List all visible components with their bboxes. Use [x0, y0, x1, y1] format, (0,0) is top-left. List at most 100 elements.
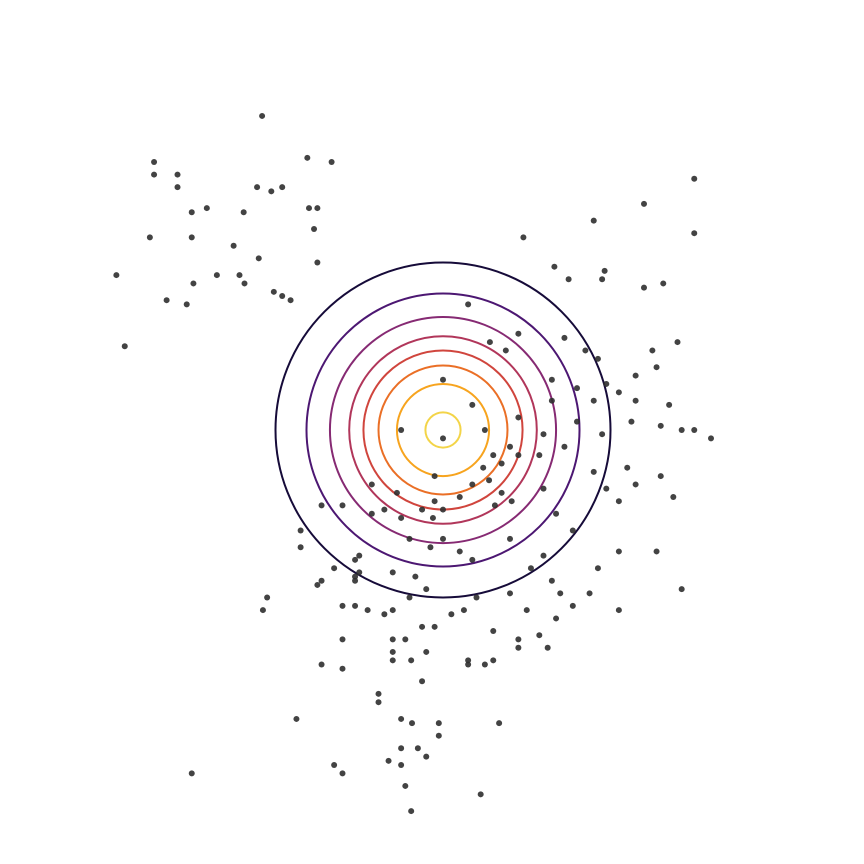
- scatter-point: [435, 732, 442, 739]
- scatter-point: [188, 209, 195, 216]
- scatter-point: [188, 770, 195, 777]
- scatter-point: [398, 427, 405, 433]
- scatter-point: [412, 573, 419, 580]
- scatter-point: [190, 280, 197, 287]
- scatter-point: [561, 334, 568, 341]
- scatter-point: [456, 494, 463, 500]
- scatter-point: [574, 385, 580, 392]
- contour-level-2: [395, 382, 491, 478]
- scatter-point: [486, 339, 493, 346]
- contour-level-7: [305, 292, 581, 568]
- scatter-point: [473, 594, 480, 601]
- scatter-point: [641, 284, 647, 291]
- scatter-point: [465, 301, 472, 308]
- scatter-point: [311, 226, 318, 232]
- scatter-point: [375, 690, 382, 697]
- scatter-point: [259, 112, 266, 119]
- scatter-point: [565, 276, 572, 283]
- scatter-point: [213, 272, 220, 279]
- scatter-point: [402, 636, 409, 643]
- scatter-point: [339, 602, 346, 609]
- contour-level-3: [377, 364, 509, 496]
- scatter-point: [423, 648, 430, 655]
- scatter-point: [491, 502, 498, 509]
- scatter-point: [352, 556, 359, 563]
- scatter-point: [389, 569, 396, 576]
- scatter-point: [230, 242, 237, 249]
- scatter-point: [297, 527, 304, 534]
- scatter-point: [393, 489, 400, 496]
- scatter-point: [481, 661, 488, 668]
- scatter-point: [331, 762, 338, 768]
- scatter-point: [615, 607, 622, 614]
- scatter-point: [540, 485, 547, 492]
- scatter-point: [660, 280, 667, 287]
- scatter-point: [599, 276, 606, 283]
- scatter-point: [368, 510, 375, 517]
- scatter-point: [615, 548, 622, 555]
- scatter-point: [163, 297, 170, 304]
- scatter-point: [381, 611, 388, 618]
- scatter-point: [507, 443, 513, 450]
- scatter-point: [465, 657, 472, 664]
- scatter-point: [318, 577, 325, 584]
- scatter-point: [429, 514, 436, 521]
- scatter-point: [409, 720, 416, 727]
- scatter-point: [508, 498, 515, 505]
- scatter-point: [548, 397, 555, 404]
- scatter-point: [314, 205, 321, 212]
- scatter-point: [649, 347, 656, 354]
- scatter-point: [427, 544, 434, 551]
- scatter-point: [553, 615, 560, 622]
- scatter-point: [586, 590, 593, 597]
- scatter-point: [352, 573, 359, 580]
- scatter-point: [540, 552, 547, 559]
- scatter-point: [419, 506, 426, 513]
- scatter-point: [548, 376, 555, 383]
- scatter-point: [540, 431, 547, 438]
- scatter-point: [520, 234, 527, 241]
- scatter-point: [293, 715, 300, 722]
- scatter-point: [582, 347, 589, 354]
- scatter-point: [632, 481, 639, 488]
- scatter-point: [304, 154, 311, 161]
- scatter-point: [375, 699, 382, 706]
- scatter-point: [318, 661, 325, 668]
- scatter-point: [146, 234, 153, 241]
- scatter-point: [515, 414, 522, 421]
- scatter-point: [431, 473, 438, 480]
- scatter-point: [328, 159, 335, 165]
- contour-level-4: [362, 349, 524, 511]
- scatter-point: [469, 556, 476, 563]
- scatter-point: [339, 665, 346, 672]
- scatter-point: [594, 355, 601, 362]
- contour-level-1: [424, 411, 462, 449]
- scatter-point: [241, 280, 248, 287]
- scatter-point: [490, 657, 497, 664]
- scatter-point: [691, 175, 698, 182]
- scatter-point: [553, 510, 560, 517]
- scatter-point: [628, 418, 635, 425]
- contour-level-8: [274, 261, 612, 599]
- scatter-points: [113, 112, 714, 815]
- scatter-point: [406, 535, 413, 542]
- scatter-point: [653, 364, 660, 371]
- scatter-point: [188, 234, 195, 241]
- scatter-point: [496, 720, 503, 727]
- scatter-point: [460, 607, 467, 614]
- scatter-point: [632, 372, 639, 379]
- scatter-point: [599, 431, 606, 438]
- scatter-point: [368, 481, 375, 488]
- scatter-point: [121, 343, 128, 350]
- scatter-point: [653, 548, 660, 555]
- scatter-point: [477, 791, 484, 798]
- scatter-point: [666, 401, 673, 408]
- scatter-point: [279, 293, 286, 299]
- scatter-point: [632, 397, 639, 404]
- scatter-point: [515, 636, 522, 643]
- scatter-point: [515, 452, 522, 459]
- scatter-point: [469, 481, 476, 488]
- scatter-point: [279, 184, 286, 191]
- scatter-point: [440, 535, 446, 542]
